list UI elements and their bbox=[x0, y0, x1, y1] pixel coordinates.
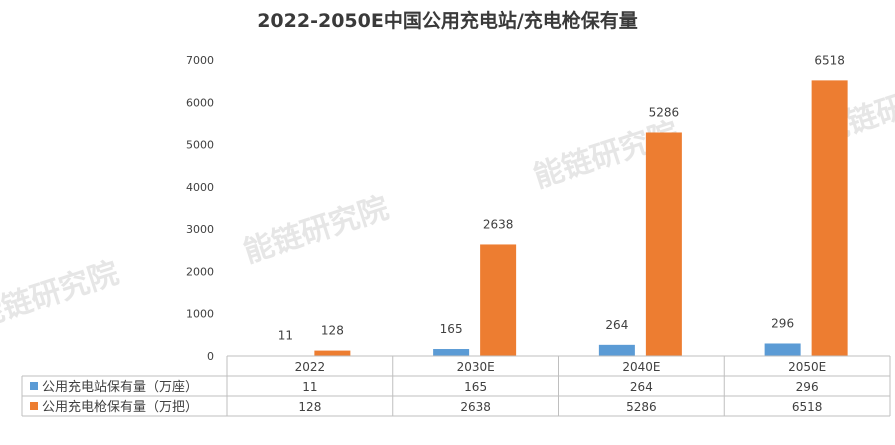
bar bbox=[811, 80, 848, 356]
data-label: 165 bbox=[440, 322, 463, 336]
bar bbox=[645, 132, 682, 356]
bar bbox=[480, 244, 517, 356]
data-label: 6518 bbox=[814, 53, 845, 67]
table-cell: 5286 bbox=[626, 400, 657, 414]
bar bbox=[598, 344, 635, 356]
table-cell: 6518 bbox=[792, 400, 823, 414]
bar bbox=[764, 343, 801, 356]
bar bbox=[433, 349, 470, 356]
table-cell: 264 bbox=[630, 380, 653, 394]
legend-swatch bbox=[30, 382, 38, 390]
y-tick-label: 0 bbox=[207, 350, 214, 363]
y-tick-label: 2000 bbox=[186, 265, 214, 278]
data-label: 128 bbox=[321, 324, 344, 338]
legend-label: 公用充电站保有量（万座） bbox=[42, 379, 198, 395]
data-label: 264 bbox=[605, 318, 628, 332]
y-tick-label: 7000 bbox=[186, 54, 214, 67]
table-cell: 165 bbox=[464, 380, 487, 394]
y-tick-label: 4000 bbox=[186, 181, 214, 194]
legend-label: 公用充电枪保有量（万把） bbox=[42, 399, 198, 415]
data-label: 2638 bbox=[483, 217, 514, 231]
table-cell: 128 bbox=[298, 400, 321, 414]
y-tick-label: 3000 bbox=[186, 223, 214, 236]
bar bbox=[314, 350, 351, 356]
x-tick-label: 2050E bbox=[788, 360, 826, 374]
table-cell: 11 bbox=[302, 380, 317, 394]
data-label: 11 bbox=[278, 329, 293, 343]
data-label: 5286 bbox=[649, 105, 680, 119]
chart-title: 2022-2050E中国公用充电站/充电枪保有量 bbox=[257, 10, 638, 32]
y-tick-label: 5000 bbox=[186, 139, 214, 152]
legend-swatch bbox=[30, 402, 38, 410]
x-tick-label: 2022 bbox=[295, 360, 326, 374]
y-tick-label: 6000 bbox=[186, 96, 214, 109]
data-label: 296 bbox=[771, 316, 794, 330]
table-cell: 2638 bbox=[460, 400, 491, 414]
x-tick-label: 2040E bbox=[622, 360, 660, 374]
x-tick-label: 2030E bbox=[457, 360, 495, 374]
table-cell: 296 bbox=[796, 380, 819, 394]
y-tick-label: 1000 bbox=[186, 308, 214, 321]
